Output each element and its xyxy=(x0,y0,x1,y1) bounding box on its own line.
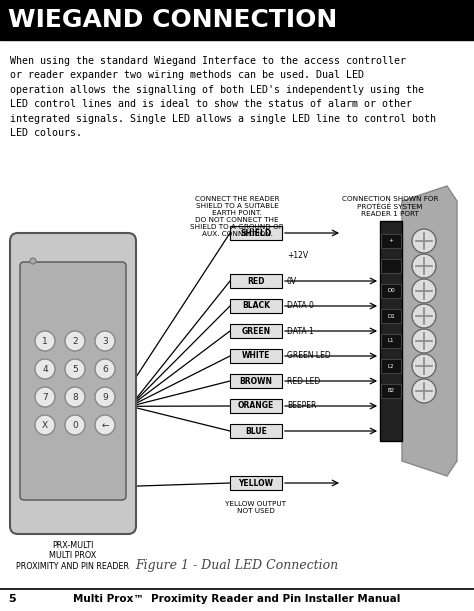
Circle shape xyxy=(35,415,55,435)
Bar xyxy=(230,424,282,438)
Bar xyxy=(381,309,401,323)
Text: WIEGAND CONNECTION: WIEGAND CONNECTION xyxy=(8,8,337,32)
Text: When using the standard Wiegand Interface to the access controller
or reader exp: When using the standard Wiegand Interfac… xyxy=(10,56,436,138)
Circle shape xyxy=(35,359,55,379)
Text: +: + xyxy=(389,238,393,244)
Text: 1: 1 xyxy=(42,337,48,345)
Text: 5: 5 xyxy=(72,365,78,373)
Text: ←: ← xyxy=(101,420,109,430)
Text: GREEN: GREEN xyxy=(241,326,271,335)
Text: CONNECT THE READER
SHIELD TO A SUITABLE
EARTH POINT.
DO NOT CONNECT THE
SHIELD T: CONNECT THE READER SHIELD TO A SUITABLE … xyxy=(190,196,284,237)
Bar xyxy=(381,234,401,248)
Circle shape xyxy=(65,331,85,351)
Text: X: X xyxy=(42,420,48,430)
Text: SHIELD: SHIELD xyxy=(240,229,272,238)
Circle shape xyxy=(65,359,85,379)
Circle shape xyxy=(65,415,85,435)
Text: YELLOW OUTPUT
NOT USED: YELLOW OUTPUT NOT USED xyxy=(226,501,286,514)
Bar xyxy=(230,476,282,490)
Text: 9: 9 xyxy=(102,392,108,401)
Circle shape xyxy=(30,258,36,264)
Text: D1: D1 xyxy=(387,313,395,318)
Bar xyxy=(381,284,401,298)
Text: Multi Prox™  Proximity Reader and Pin Installer Manual: Multi Prox™ Proximity Reader and Pin Ins… xyxy=(73,594,401,604)
Bar xyxy=(380,221,402,441)
Circle shape xyxy=(35,331,55,351)
Text: 4: 4 xyxy=(42,365,48,373)
Text: 3: 3 xyxy=(102,337,108,345)
Bar xyxy=(230,274,282,288)
Text: DATA 0: DATA 0 xyxy=(287,301,314,310)
Circle shape xyxy=(95,359,115,379)
Text: DATA 1: DATA 1 xyxy=(287,326,314,335)
Bar xyxy=(381,359,401,373)
Text: 7: 7 xyxy=(42,392,48,401)
Bar xyxy=(230,399,282,413)
Text: CONNECTION SHOWN FOR
PROTÉGÉ SYSTEM
READER 1 PORT: CONNECTION SHOWN FOR PROTÉGÉ SYSTEM READ… xyxy=(342,196,438,217)
Bar xyxy=(0,0,474,40)
Bar xyxy=(230,324,282,338)
Text: BEEPER: BEEPER xyxy=(287,401,316,411)
Text: RED LED: RED LED xyxy=(287,376,320,386)
Text: +12V: +12V xyxy=(287,252,308,260)
Circle shape xyxy=(412,354,436,378)
Bar xyxy=(230,349,282,363)
Text: 5: 5 xyxy=(8,594,16,604)
Text: BROWN: BROWN xyxy=(239,376,273,386)
Circle shape xyxy=(412,329,436,353)
Text: RED: RED xyxy=(247,277,265,285)
Text: WHITE: WHITE xyxy=(242,351,270,360)
FancyBboxPatch shape xyxy=(10,233,136,534)
Bar xyxy=(230,299,282,313)
Bar xyxy=(381,259,401,273)
Text: BLUE: BLUE xyxy=(245,426,267,436)
Circle shape xyxy=(412,279,436,303)
Circle shape xyxy=(35,387,55,407)
Text: 6: 6 xyxy=(102,365,108,373)
Circle shape xyxy=(412,229,436,253)
Text: BLACK: BLACK xyxy=(242,301,270,310)
Text: PRX-MULTI
MULTI PROX
PROXIMITY AND PIN READER: PRX-MULTI MULTI PROX PROXIMITY AND PIN R… xyxy=(17,541,129,571)
Circle shape xyxy=(95,415,115,435)
Circle shape xyxy=(95,331,115,351)
Text: L1: L1 xyxy=(388,338,394,343)
Circle shape xyxy=(412,254,436,278)
Bar xyxy=(381,334,401,348)
Circle shape xyxy=(95,387,115,407)
Text: 0V: 0V xyxy=(287,277,297,285)
Text: 2: 2 xyxy=(72,337,78,345)
Circle shape xyxy=(412,304,436,328)
Polygon shape xyxy=(402,186,457,476)
Bar xyxy=(230,374,282,388)
Text: 8: 8 xyxy=(72,392,78,401)
Text: GREEN LED: GREEN LED xyxy=(287,351,331,360)
Text: ORANGE: ORANGE xyxy=(238,401,274,411)
Circle shape xyxy=(412,379,436,403)
Text: L2: L2 xyxy=(388,364,394,368)
Circle shape xyxy=(65,387,85,407)
FancyBboxPatch shape xyxy=(20,262,126,500)
Bar xyxy=(381,384,401,398)
Text: YELLOW: YELLOW xyxy=(238,478,273,488)
Text: Figure 1 - Dual LED Connection: Figure 1 - Dual LED Connection xyxy=(136,560,338,573)
Text: D0: D0 xyxy=(387,288,395,293)
Bar xyxy=(230,226,282,240)
Text: B2: B2 xyxy=(387,389,394,393)
Text: 0: 0 xyxy=(72,420,78,430)
